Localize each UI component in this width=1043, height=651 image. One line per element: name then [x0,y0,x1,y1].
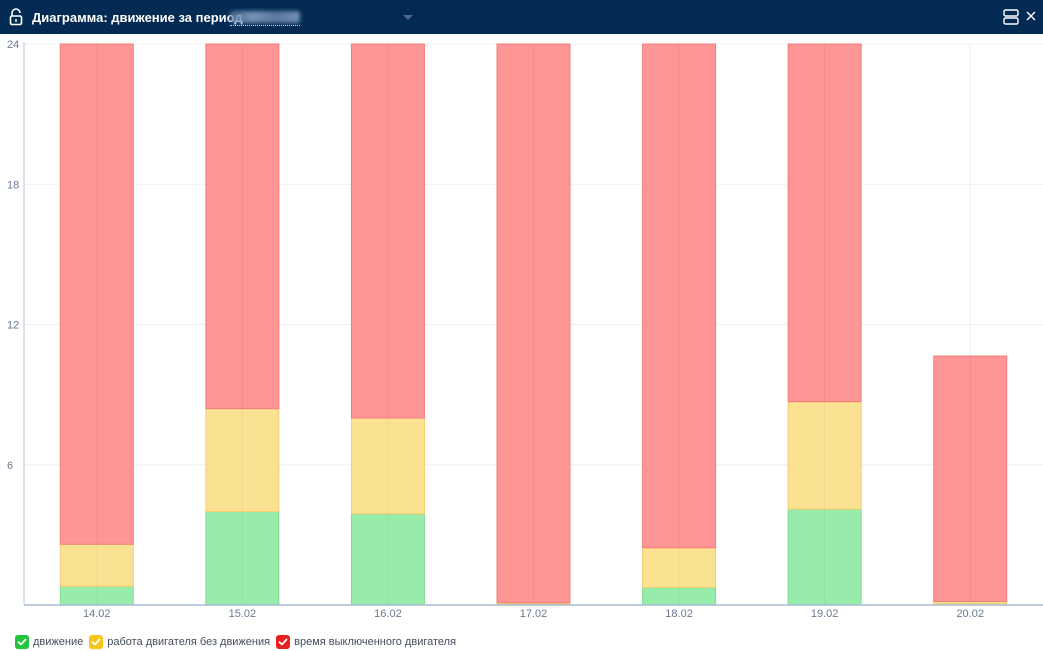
x-tick-label: 16.02 [374,608,402,620]
bar-off [642,43,717,549]
y-tick-label: 12 [7,320,19,332]
bar-idle [59,543,134,587]
stacked-bar-chart: 6 12 18 24 14.02 15.02 16.02 17.02 18.02 19.02 20.… [7,39,1043,620]
bar-off [350,43,425,419]
chevron-down-icon[interactable] [403,15,413,20]
legend-label: движение [33,636,84,648]
bar-movement [350,513,425,606]
period-select[interactable] [230,8,414,28]
y-tick-label: 6 [7,460,13,472]
unlock-icon[interactable] [9,8,23,26]
bar-off [787,43,862,403]
layout-toggle-icon[interactable] [1003,9,1019,25]
bar-idle [642,547,717,588]
bar-off [933,355,1008,602]
period-value[interactable] [230,11,300,23]
bar-idle [350,417,425,515]
x-tick-label: 18.02 [665,608,693,620]
bar-off [205,43,280,410]
bar-off [496,43,571,604]
legend-item-movement[interactable]: движение [15,635,83,649]
legend-label: время выключенного двигателя [294,636,457,648]
x-tick-label: 20.02 [956,608,984,620]
period-underline [230,25,300,26]
window-titlebar: Диаграмма: движение за период [0,0,1043,34]
bar-idle [787,401,862,510]
close-icon[interactable] [1025,10,1037,22]
x-tick-label: 19.02 [811,608,839,620]
checkbox-icon[interactable] [15,635,29,649]
window-title: Диаграмма: движение за период [32,10,243,25]
bar-off [59,43,134,545]
bar-movement [787,508,862,606]
x-tick-label: 15.02 [229,608,257,620]
x-tick-label: 14.02 [83,608,111,620]
checkbox-icon[interactable] [89,635,104,649]
legend-item-off[interactable]: время выключенного двигателя [276,635,456,649]
x-tick-label: 17.02 [520,608,548,620]
legend-item-idle[interactable]: работа двигателя без движения [89,635,270,649]
chart-legend: движение работа двигателя без движения вре… [15,634,462,650]
y-tick-label: 24 [7,39,19,51]
bar-idle [205,408,280,512]
y-tick-label: 18 [7,179,19,191]
checkbox-icon[interactable] [276,635,291,649]
legend-label: работа двигателя без движения [107,636,271,648]
